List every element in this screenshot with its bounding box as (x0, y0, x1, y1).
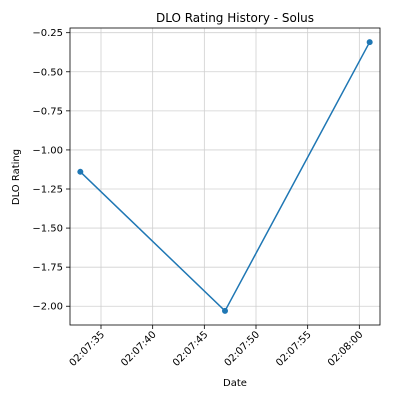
x-tick-label: 02:07:45 (171, 329, 211, 369)
y-axis-label: DLO Rating (11, 149, 22, 205)
x-tick-label: 02:07:55 (274, 329, 314, 369)
y-tick-label: −2.00 (32, 302, 63, 313)
x-tick-label: 02:07:35 (68, 329, 108, 369)
data-point (77, 168, 84, 175)
y-tick-label: −1.75 (32, 263, 63, 274)
data-point (222, 307, 228, 314)
x-tick-label: 02:08:00 (326, 329, 366, 369)
y-tick-label: −1.50 (32, 224, 63, 235)
y-tick-label: −0.75 (32, 106, 63, 117)
y-axis-ticks: −0.25 −0.50 −0.75 −1.00 −1.25 −1.50 −1.75 −2.00 (32, 28, 70, 313)
y-tick-label: −1.25 (32, 185, 63, 196)
x-tick-label: 02:07:50 (223, 329, 263, 369)
data-point (366, 39, 373, 46)
grid (70, 28, 380, 325)
plot-frame (69, 27, 381, 326)
chart-title: DLO Rating History - Solus (156, 11, 314, 25)
series-layer (77, 39, 373, 314)
y-tick-label: −1.00 (32, 145, 63, 156)
x-tick-label: 02:07:40 (119, 329, 159, 369)
series-line (79, 41, 371, 313)
y-tick-label: −0.25 (32, 28, 63, 39)
x-axis-label: Date (223, 378, 247, 389)
y-tick-label: −0.50 (32, 67, 63, 78)
x-axis-ticks: 02:07:35 02:07:40 02:07:45 02:07:50 02:07:55… (68, 325, 366, 369)
